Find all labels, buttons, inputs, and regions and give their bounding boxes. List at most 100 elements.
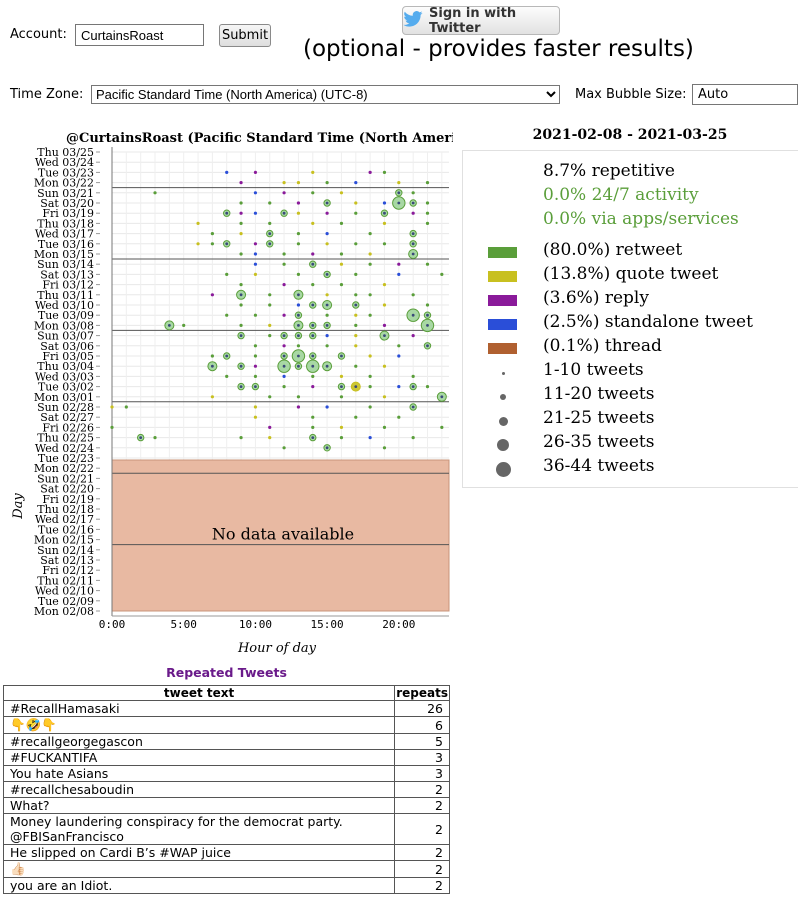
repeats-cell: 2: [394, 844, 450, 861]
data-bubble: [239, 436, 243, 440]
data-bubble: [397, 354, 401, 358]
repeats-cell: 26: [394, 700, 450, 717]
data-bubble-core: [340, 385, 343, 388]
y-tick-label: Tue 03/02: [38, 381, 94, 394]
data-bubble: [425, 303, 430, 307]
twitter-signin-label: Sign in with Twitter: [429, 5, 517, 36]
data-bubble: [325, 232, 329, 236]
data-bubble: [268, 395, 272, 399]
y-tick-label: Wed 03/03: [35, 370, 94, 383]
data-bubble-core: [411, 201, 415, 205]
data-bubble: [253, 313, 258, 317]
data-bubble: [339, 436, 344, 440]
data-bubble-core: [311, 354, 315, 358]
data-bubble: [382, 395, 387, 399]
bubble-size-input[interactable]: Auto: [692, 84, 798, 105]
y-tick-label: Wed 02/24: [35, 442, 94, 455]
data-bubble-core: [239, 293, 243, 297]
repeated-tweets-table: tweet text repeats #RecallHamasaki 26 👇🤣👇 6…: [2, 685, 450, 894]
data-bubble-core: [440, 395, 444, 399]
y-tick-label: Sun 02/28: [37, 401, 94, 414]
col-repeats: repeats: [394, 685, 450, 701]
data-bubble: [368, 170, 372, 174]
data-bubble: [239, 303, 243, 307]
data-bubble: [325, 293, 329, 297]
data-bubble: [325, 242, 329, 246]
col-tweet-text: tweet text: [2, 685, 396, 701]
data-bubble-core: [297, 334, 300, 337]
twitter-signin-button[interactable]: Sign in with Twitter: [402, 5, 560, 36]
table-header-row: tweet text repeats: [2, 685, 450, 701]
data-bubble: [411, 334, 415, 338]
data-bubble: [354, 334, 358, 338]
account-input[interactable]: [75, 24, 204, 46]
data-bubble: [296, 395, 301, 399]
data-bubble: [325, 181, 329, 185]
data-bubble: [196, 242, 200, 246]
tweet-text-cell: You hate Asians: [2, 765, 396, 782]
data-bubble: [411, 374, 415, 378]
account-label: Account:: [10, 27, 67, 42]
data-bubble: [296, 201, 301, 205]
data-bubble-core: [297, 364, 300, 368]
y-tick-label: Wed 03/17: [35, 228, 94, 241]
apps-stat: 0.0% via apps/services: [543, 209, 739, 229]
data-bubble-core: [311, 262, 315, 266]
submit-button[interactable]: Submit: [219, 24, 271, 47]
legend-type-label: (0.1%) thread: [543, 336, 662, 356]
data-bubble: [382, 323, 387, 327]
data-bubble: [397, 344, 401, 348]
legend-swatch: [488, 343, 517, 354]
x-tick-label: 20:00: [382, 618, 415, 631]
data-bubble: [354, 181, 358, 185]
data-bubble: [225, 272, 229, 276]
activity-chart: @CurtainsRoast (Pacific Standard Time (N…: [11, 131, 453, 656]
data-bubble: [225, 313, 229, 317]
data-bubble-core: [411, 242, 415, 246]
data-bubble: [311, 385, 315, 389]
tweet-text-cell: #recallchesaboudin: [2, 781, 396, 798]
data-bubble: [368, 374, 372, 378]
data-bubble: [325, 334, 329, 338]
y-tick-label: Sun 03/14: [37, 258, 94, 271]
y-tick-label: Wed 03/10: [35, 299, 94, 312]
data-bubble-core: [325, 201, 329, 205]
data-bubble: [339, 221, 344, 225]
data-bubble: [268, 303, 272, 307]
data-bubble: [239, 201, 243, 205]
data-bubble-core: [397, 191, 401, 195]
data-bubble: [253, 344, 258, 348]
data-bubble: [425, 385, 430, 389]
table-row: He slipped on Cardi B’s #WAP juice 2: [2, 844, 450, 861]
data-bubble: [411, 293, 415, 297]
data-bubble: [311, 252, 315, 256]
y-tick-label: Fri 03/12: [42, 279, 94, 292]
x-tick-label: 0:00: [99, 618, 126, 631]
data-bubble: [339, 283, 344, 287]
data-bubble: [239, 211, 243, 215]
tweet-text-cell: #RecallHamasaki: [2, 700, 396, 717]
x-tick-label: 10:00: [239, 618, 272, 631]
timezone-select[interactable]: Pacific Standard Time (North America) (U…: [91, 85, 560, 104]
data-bubble-core: [225, 242, 229, 246]
data-bubble: [268, 221, 272, 225]
y-tick-label: Sat 02/13: [40, 554, 94, 567]
data-bubble: [325, 344, 329, 348]
repeated-tweets-title: Repeated Tweets: [166, 665, 287, 680]
tweet-text-cell: 👍🏻: [2, 860, 396, 878]
data-bubble: [339, 374, 344, 378]
legend-size-label: 11-20 tweets: [543, 384, 655, 404]
y-tick-label: Wed 02/17: [35, 513, 94, 526]
data-bubble: [253, 374, 258, 378]
optional-note: (optional - provides faster results): [303, 36, 694, 62]
data-bubble: [296, 232, 301, 236]
data-bubble-core: [297, 313, 300, 317]
legend-size-bubble: [495, 461, 511, 477]
data-bubble: [268, 425, 272, 429]
table-row: #recallchesaboudin 2: [2, 781, 450, 798]
data-bubble: [311, 415, 315, 419]
tweet-text-cell: Money laundering conspiracy for the demo…: [2, 813, 396, 845]
data-bubble: [253, 191, 258, 195]
data-bubble: [282, 313, 286, 317]
tweet-text-cell: #recallgeorgegascon: [2, 733, 396, 750]
